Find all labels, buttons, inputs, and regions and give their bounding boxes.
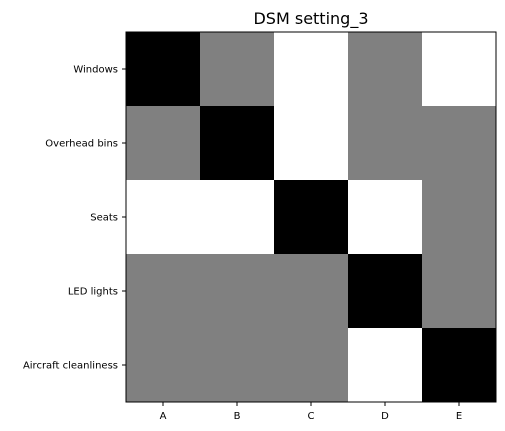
heatmap-cell-r2-c0 [126,180,201,255]
chart-title: DSM setting_3 [253,9,368,29]
x-tick-label: C [308,411,315,422]
heatmap-cell-r4-c3 [348,328,423,403]
y-tick-label: Overhead bins [45,139,118,150]
y-tick-label: Aircraft cleanliness [23,361,118,372]
plot-frame [125,31,497,403]
heatmap-cell-r0-c4 [422,32,497,107]
heatmap-cell-r4-c2 [274,328,349,403]
heatmap-cell-r0-c3 [348,32,423,107]
x-tick-label: E [456,411,462,422]
y-tick-label: LED lights [68,287,118,298]
heatmap-cell-r0-c1 [200,32,275,107]
y-tick-label: Seats [90,213,118,224]
heatmap-cell-r0-c0 [126,32,201,107]
heatmap-cell-r3-c1 [200,254,275,329]
x-tick-label: A [160,411,167,422]
heatmap-cell-r3-c0 [126,254,201,329]
heatmap-cell-r1-c0 [126,106,201,181]
heatmap-cell-r3-c3 [348,254,423,329]
x-axis-ticks: A B C D E [160,402,462,422]
heatmap-cell-r4-c0 [126,328,201,403]
heatmap-cell-r2-c2 [274,180,349,255]
x-tick-label: B [234,411,241,422]
heatmap-cells [126,32,497,403]
heatmap-cell-r2-c1 [200,180,275,255]
heatmap-cell-r4-c1 [200,328,275,403]
heatmap-cell-r1-c1 [200,106,275,181]
heatmap-cell-r3-c4 [422,254,497,329]
heatmap-cell-r1-c4 [422,106,497,181]
heatmap-cell-r2-c3 [348,180,423,255]
heatmap-cell-r2-c4 [422,180,497,255]
heatmap-cell-r4-c4 [422,328,497,403]
x-tick-label: D [381,411,389,422]
heatmap-cell-r3-c2 [274,254,349,329]
y-axis-ticks: Windows Overhead bins Seats LED lights Aircr… [23,65,126,372]
heatmap-cell-r1-c3 [348,106,423,181]
y-tick-label: Windows [73,65,118,76]
heatmap-cell-r0-c2 [274,32,349,107]
heatmap-cell-r1-c2 [274,106,349,181]
